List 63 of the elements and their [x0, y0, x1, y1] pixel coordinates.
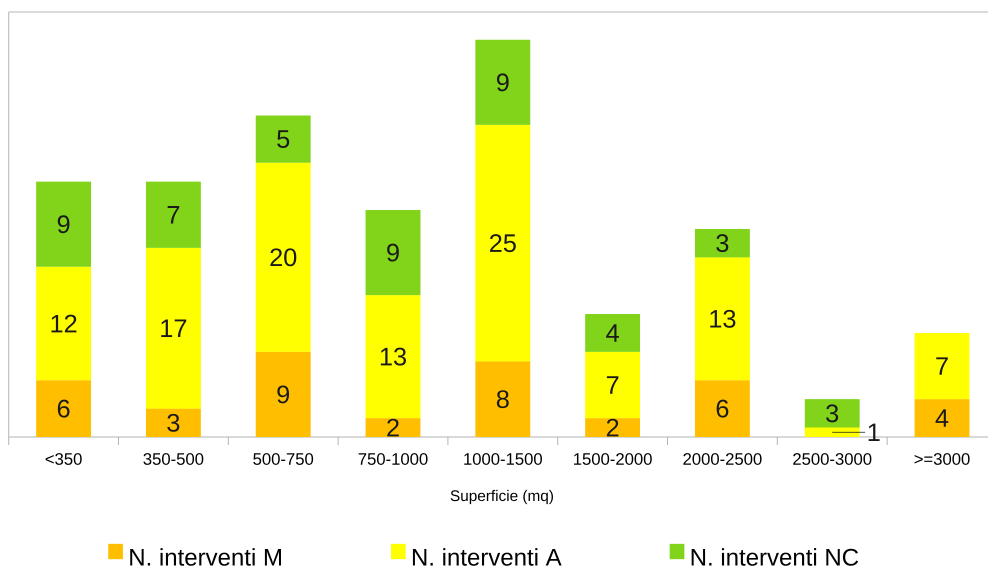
- bar: [146, 182, 201, 248]
- data-label: 9: [58, 215, 70, 234]
- data-label: 9: [496, 73, 509, 92]
- data-label: 20: [270, 248, 296, 266]
- data-label: 13: [380, 348, 406, 366]
- bar: [804, 428, 860, 437]
- legend-label: N. interventi A: [412, 548, 562, 566]
- data-label: 4: [606, 324, 619, 342]
- bar: [146, 248, 201, 409]
- x-axis-title: Superficie (mq): [450, 490, 553, 504]
- data-label: 9: [387, 244, 399, 262]
- bar: [475, 361, 530, 437]
- data-label: 3: [716, 234, 728, 252]
- data-label: 7: [168, 206, 180, 224]
- bar: [256, 162, 311, 352]
- x-tick-label: >=3000: [914, 453, 970, 465]
- x-tick-label: 350-500: [143, 453, 204, 465]
- data-label: 2: [387, 418, 399, 436]
- x-tick-label: 2000-2500: [683, 453, 762, 465]
- data-label: 9: [277, 385, 290, 404]
- data-label: 4: [936, 409, 948, 427]
- bar: [694, 380, 750, 437]
- data-label: 3: [826, 404, 838, 422]
- bar: [256, 352, 311, 437]
- bar: [475, 40, 530, 125]
- bar: [475, 124, 530, 362]
- bar: [694, 257, 750, 380]
- data-label: 12: [51, 314, 76, 332]
- bar: [366, 295, 420, 418]
- bar: [585, 352, 640, 418]
- x-tick-label: 1500-2000: [574, 453, 652, 465]
- data-label: 2: [606, 418, 618, 436]
- bar: [36, 182, 92, 267]
- x-tick-label: <350: [46, 453, 82, 465]
- bar: [256, 115, 311, 163]
- bar: [36, 266, 92, 380]
- bar: [366, 418, 420, 437]
- bar: [585, 314, 640, 352]
- data-label: 7: [936, 357, 948, 375]
- bar: [36, 380, 92, 437]
- legend-label: N. interventi M: [130, 548, 281, 566]
- x-tick-label: 1000-1500: [464, 453, 542, 465]
- bar: [585, 418, 640, 437]
- data-label: 3: [167, 414, 180, 432]
- data-label: 1: [868, 424, 880, 441]
- data-label: 7: [606, 376, 618, 394]
- data-label: 6: [58, 400, 70, 418]
- bar: [146, 408, 201, 437]
- x-tick-label: 2500-3000: [793, 453, 872, 465]
- data-label: 5: [277, 130, 290, 148]
- bar: [804, 399, 860, 428]
- bar: [914, 332, 970, 400]
- bar: [366, 210, 420, 296]
- x-tick-label: 500-750: [253, 453, 314, 465]
- x-tick-label: 750-1000: [358, 453, 428, 465]
- data-label: 25: [490, 234, 516, 252]
- data-label: 13: [710, 310, 736, 328]
- data-label: 8: [496, 390, 509, 408]
- data-label: 17: [161, 320, 186, 337]
- bar: [914, 399, 970, 437]
- bar: [694, 228, 750, 258]
- legend-label: N. interventi NC: [692, 548, 858, 566]
- data-label: 6: [716, 400, 728, 418]
